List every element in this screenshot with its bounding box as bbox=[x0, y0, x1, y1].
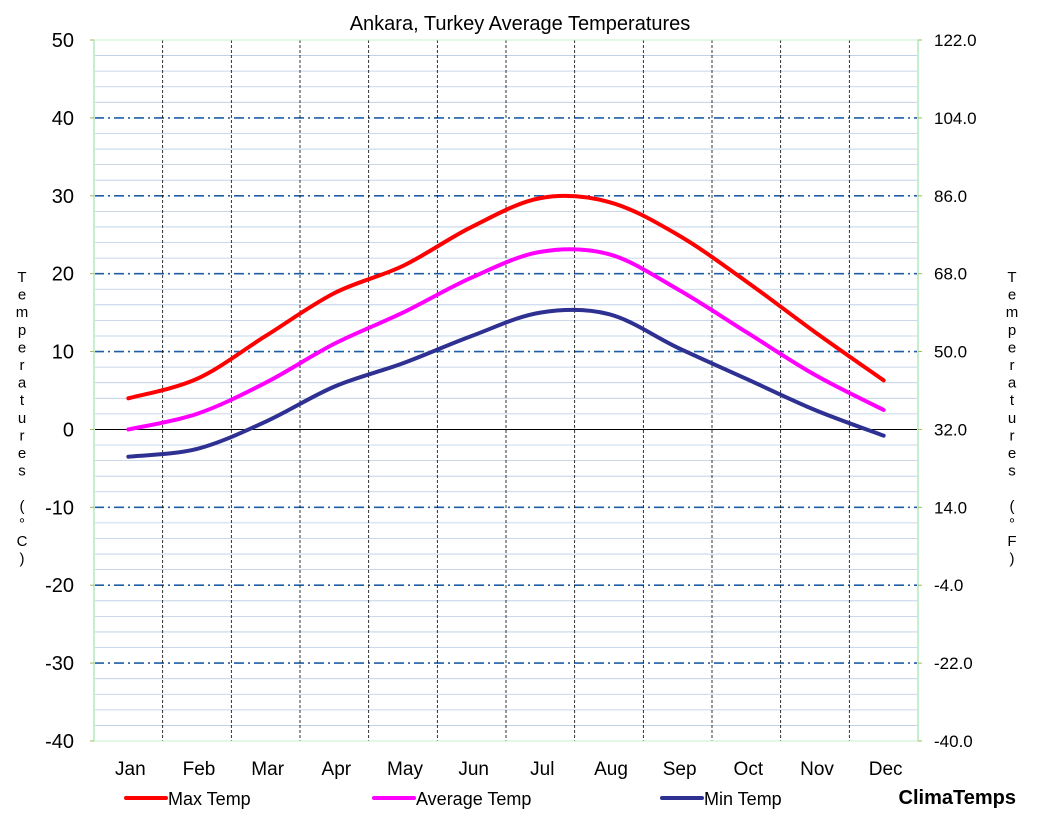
axis-title-char: m bbox=[1006, 304, 1019, 321]
month-label: Oct bbox=[734, 759, 764, 780]
brand-logo-text: ClimaTemps bbox=[899, 787, 1016, 809]
axis-title-char: s bbox=[18, 463, 26, 480]
series-line-min-temp bbox=[126, 307, 886, 459]
left-axis-title: Temperatures(°C) bbox=[16, 269, 29, 568]
series-line-max-temp bbox=[126, 193, 886, 401]
legend-label: Average Temp bbox=[416, 789, 531, 809]
axis-title-char: e bbox=[18, 339, 26, 356]
axis-title-char: ( bbox=[1010, 498, 1015, 515]
axis-titles: Temperatures(°C)Temperatures(°F) bbox=[16, 269, 1019, 568]
chart-title: Ankara, Turkey Average Temperatures bbox=[350, 13, 691, 35]
right-tick-label: 122.0 bbox=[934, 31, 977, 50]
grid-lines bbox=[94, 40, 918, 741]
axis-title-char: e bbox=[18, 287, 26, 304]
axis-title-char: r bbox=[20, 357, 25, 374]
axis-title-char: r bbox=[20, 427, 25, 444]
month-label: Feb bbox=[183, 759, 216, 780]
month-label: Jun bbox=[458, 759, 489, 780]
right-tick-label: -40.0 bbox=[934, 732, 973, 751]
axis-title-char: u bbox=[18, 410, 26, 427]
left-tick-label: 0 bbox=[63, 419, 74, 441]
right-tick-label: -4.0 bbox=[934, 576, 963, 595]
axis-title-char: e bbox=[18, 445, 26, 462]
axis-title-char: ) bbox=[1010, 551, 1015, 568]
axes: 50 40 30 20 10 0 -10 -20 -30 -40 122.0 104.0 86.0 68.… bbox=[45, 30, 976, 780]
axis-title-char: p bbox=[18, 322, 26, 339]
month-label: Dec bbox=[869, 759, 903, 780]
right-tick-label: 32.0 bbox=[934, 420, 967, 439]
left-tick-label: 20 bbox=[52, 264, 74, 286]
left-tick-label: -40 bbox=[45, 731, 74, 753]
left-tick-label: 50 bbox=[52, 30, 74, 52]
left-tick-label: -20 bbox=[45, 575, 74, 597]
right-tick-label: 68.0 bbox=[934, 265, 967, 284]
axis-title-char: F bbox=[1007, 533, 1016, 550]
right-axis-title: Temperatures(°F) bbox=[1006, 269, 1019, 568]
axis-title-char: t bbox=[20, 392, 25, 409]
axis-title-char: e bbox=[1008, 287, 1016, 304]
month-label: Nov bbox=[800, 759, 834, 780]
month-label: Jul bbox=[530, 759, 554, 780]
axis-title-char: T bbox=[17, 269, 26, 286]
month-label: May bbox=[387, 759, 423, 780]
month-label: Mar bbox=[251, 759, 284, 780]
month-label: Jan bbox=[115, 759, 146, 780]
axis-title-char: ° bbox=[19, 515, 25, 532]
left-tick-label: 10 bbox=[52, 342, 74, 364]
right-tick-label: -22.0 bbox=[934, 654, 973, 673]
left-tick-label: 30 bbox=[52, 186, 74, 208]
month-label: Apr bbox=[322, 759, 352, 780]
right-tick-label: 14.0 bbox=[934, 498, 967, 517]
axis-title-char: a bbox=[1008, 375, 1017, 392]
axis-title-char: a bbox=[18, 375, 27, 392]
axis-title-char: e bbox=[1008, 339, 1016, 356]
axis-title-char: m bbox=[16, 304, 29, 321]
axis-title-char: ° bbox=[1009, 515, 1015, 532]
series-lines bbox=[126, 193, 886, 459]
axis-title-char: T bbox=[1007, 269, 1016, 286]
axis-title-char: e bbox=[1008, 445, 1016, 462]
right-tick-label: 86.0 bbox=[934, 187, 967, 206]
left-tick-label: -10 bbox=[45, 497, 74, 519]
month-label: Aug bbox=[594, 759, 628, 780]
axis-title-char: p bbox=[1008, 322, 1016, 339]
right-tick-label: 50.0 bbox=[934, 343, 967, 362]
legend-label: Max Temp bbox=[168, 789, 251, 809]
legend: Max Temp Average Temp Min Temp bbox=[124, 789, 782, 809]
axis-title-char: ) bbox=[20, 551, 25, 568]
right-tick-label: 104.0 bbox=[934, 109, 977, 128]
left-tick-label: -30 bbox=[45, 653, 74, 675]
left-tick-label: 40 bbox=[52, 108, 74, 130]
legend-label: Min Temp bbox=[704, 789, 782, 809]
axis-title-char: s bbox=[1008, 463, 1016, 480]
axis-title-char: r bbox=[1010, 357, 1015, 374]
axis-title-char: r bbox=[1010, 427, 1015, 444]
axis-title-char: C bbox=[17, 533, 28, 550]
axis-title-char: t bbox=[1010, 392, 1015, 409]
month-label: Sep bbox=[663, 759, 697, 780]
axis-title-char: ( bbox=[20, 498, 25, 515]
series-line-average-temp bbox=[126, 247, 886, 432]
axis-title-char: u bbox=[1008, 410, 1016, 427]
